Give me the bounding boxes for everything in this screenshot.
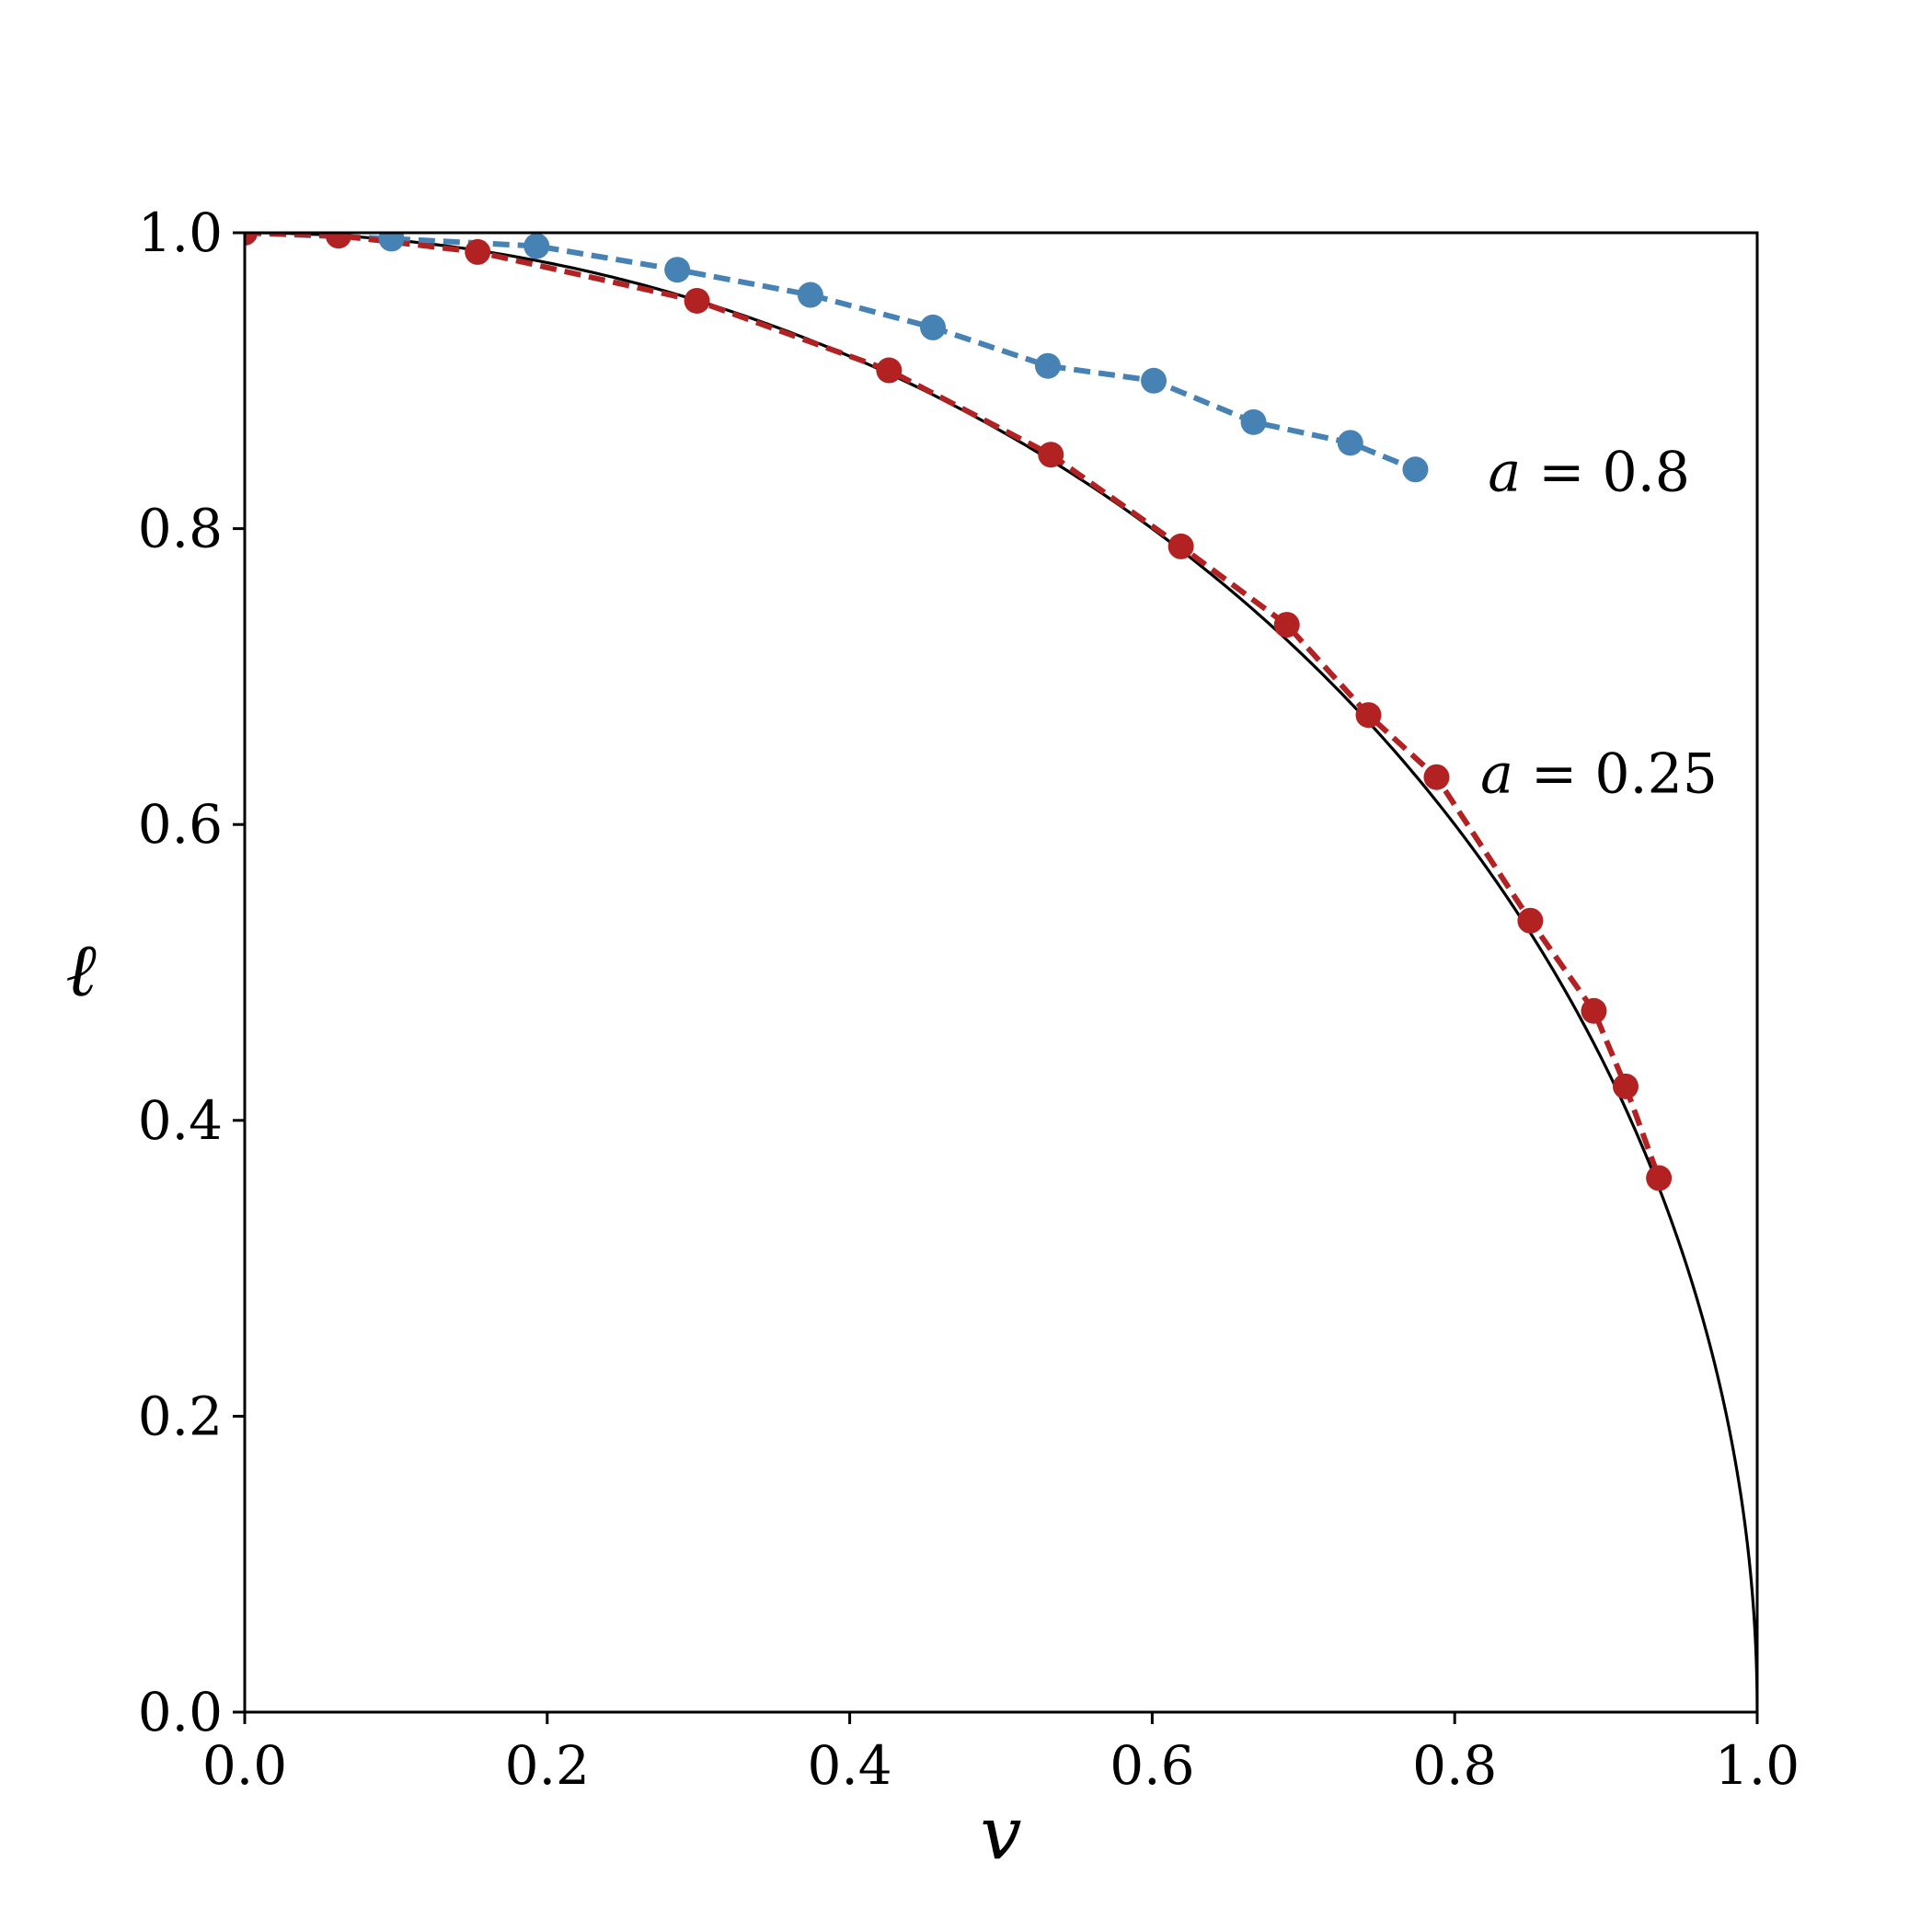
axes xyxy=(243,231,1759,1714)
data-point-series-0 xyxy=(1034,352,1061,379)
data-point-series-0 xyxy=(664,257,691,283)
data-point-series-1 xyxy=(1517,907,1544,934)
series-annotation-0: a = 0.8 xyxy=(1488,440,1690,504)
data-point-series-1 xyxy=(325,233,351,249)
x-tick-label: 0.8 xyxy=(1412,1734,1497,1797)
data-point-series-1 xyxy=(1167,533,1194,559)
data-point-series-0 xyxy=(1240,408,1267,435)
axes-frame xyxy=(243,231,1759,1714)
x-tick-label: 0.2 xyxy=(505,1734,590,1797)
ticks: 0.0 0.2 0.4 0.6 0.8 1.0 0.0 0.2 0.4 0.6 0.8 1.0 xyxy=(138,201,1800,1797)
y-tick-label: 0.2 xyxy=(138,1385,223,1447)
y-tick-label: 1.0 xyxy=(138,201,223,264)
data-point-series-1 xyxy=(1423,764,1450,790)
annotations: a = 0.8 a = 0.25 xyxy=(1480,440,1718,806)
data-point-series-1 xyxy=(245,233,258,246)
x-tick-label: 0.6 xyxy=(1110,1734,1194,1797)
data-point-series-1 xyxy=(1038,442,1064,468)
data-point-series-0 xyxy=(1402,456,1429,483)
data-point-series-1 xyxy=(1273,612,1300,638)
data-point-series-0 xyxy=(797,282,823,308)
y-tick-label: 0.8 xyxy=(138,498,223,560)
data-point-series-0 xyxy=(1337,430,1363,456)
series-annotation-1: a = 0.25 xyxy=(1480,742,1718,807)
series-line-1 xyxy=(245,233,1662,1179)
y-axis-label: ℓ xyxy=(65,927,96,1013)
plot-area xyxy=(245,233,1757,1712)
data-point-series-0 xyxy=(920,314,947,340)
data-point-series-0 xyxy=(523,233,550,259)
data-point-series-1 xyxy=(1646,1165,1673,1191)
data-point-series-0 xyxy=(1141,367,1167,394)
data-point-series-1 xyxy=(465,238,491,265)
data-point-series-1 xyxy=(876,357,903,384)
data-point-series-0 xyxy=(378,233,405,252)
y-tick-label: 0.0 xyxy=(138,1681,223,1743)
y-tick-label: 0.4 xyxy=(138,1089,223,1152)
x-tick-label: 0.0 xyxy=(202,1734,287,1797)
data-point-series-1 xyxy=(1355,702,1382,729)
data-point-series-1 xyxy=(684,287,710,314)
x-tick-label: 1.0 xyxy=(1715,1734,1800,1797)
data-point-series-1 xyxy=(1581,997,1607,1024)
data-point-series-1 xyxy=(1612,1073,1639,1099)
y-tick-label: 0.6 xyxy=(138,793,223,856)
x-axis-label: v xyxy=(980,1790,1021,1876)
x-tick-label: 0.4 xyxy=(807,1734,891,1797)
